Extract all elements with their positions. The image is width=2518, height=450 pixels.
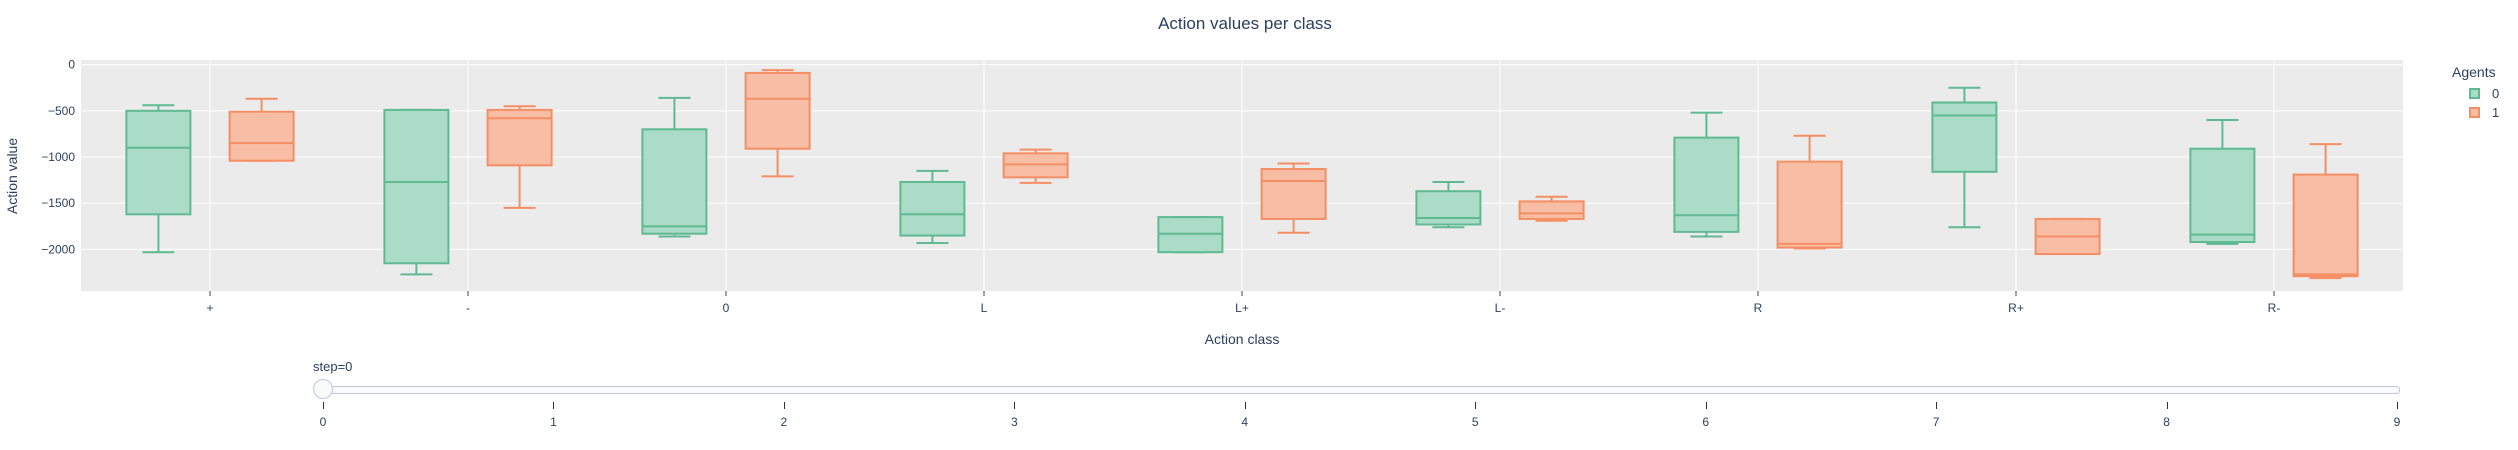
- box-body: [1415, 190, 1482, 226]
- box-+-agent-0: [125, 104, 192, 254]
- box-body: [228, 110, 295, 162]
- box-R--agent-1: [2292, 143, 2359, 280]
- slider-step-4[interactable]: 4: [1241, 415, 1249, 429]
- box-R+-agent-0: [1931, 86, 1998, 229]
- box-body: [383, 108, 450, 265]
- x-tick-label: L+: [1235, 301, 1249, 315]
- slider-step-6[interactable]: 6: [1702, 415, 1709, 429]
- y-tick-label: −2000: [41, 242, 75, 256]
- box-body: [899, 180, 966, 237]
- x-tick-label: L: [981, 301, 988, 315]
- box-body: [744, 71, 811, 150]
- legend-title: Agents: [2452, 64, 2496, 80]
- y-tick-label: 0: [68, 58, 75, 72]
- box-body: [1931, 101, 1998, 173]
- legend-swatch-agent-1: [2469, 107, 2480, 118]
- box-R-agent-0: [1673, 111, 1740, 238]
- slider-tick: [2166, 402, 2168, 409]
- box-R--agent-0: [2189, 119, 2256, 245]
- box-body: [1260, 168, 1327, 220]
- x-tick-label: R: [1754, 301, 1763, 315]
- step-slider-track[interactable]: [323, 386, 2400, 394]
- x-tick-label: R-: [2268, 301, 2281, 315]
- slider-tick: [1475, 402, 1477, 409]
- x-tick-label: +: [206, 301, 213, 315]
- x-tick-label: -: [466, 301, 470, 315]
- legend: Agents 0 1: [2452, 64, 2499, 122]
- legend-item-agent-0[interactable]: 0: [2452, 84, 2499, 103]
- y-tick-label: −500: [48, 104, 75, 118]
- legend-swatch-agent-0: [2469, 88, 2480, 99]
- slider-step-5[interactable]: 5: [1471, 415, 1479, 429]
- box-R+-agent-1: [2034, 217, 2101, 256]
- slider-tick: [783, 402, 785, 409]
- horizontal-gridlines: [81, 64, 2403, 250]
- slider-tick: [2397, 402, 2398, 409]
- y-axis: 0 −500 −1000 −1500 −2000: [41, 58, 75, 257]
- slider-step-7[interactable]: 7: [1932, 415, 1940, 429]
- slider-current-value: step=0: [313, 359, 353, 374]
- box-+-agent-1: [228, 97, 295, 162]
- legend-label-agent-0: 0: [2492, 86, 2500, 101]
- slider-step-9[interactable]: 9: [2393, 415, 2401, 429]
- step-slider-ticks: 0 1 2 3 4 5 6 7 8 9: [0, 402, 2518, 442]
- box-L+-agent-1: [1260, 162, 1327, 234]
- box-L--agent-0: [1415, 180, 1482, 229]
- box-body: [1518, 200, 1585, 220]
- slider-step-1[interactable]: 1: [550, 415, 557, 429]
- step-slider-handle[interactable]: [313, 379, 333, 399]
- slider-step-3[interactable]: 3: [1010, 415, 1018, 429]
- slider-step-0[interactable]: 0: [319, 415, 327, 429]
- box-L-agent-1: [1002, 148, 1069, 184]
- box-body: [641, 128, 708, 235]
- box-body: [125, 109, 192, 216]
- x-tick-label: 0: [723, 301, 730, 315]
- legend-label-agent-1: 1: [2492, 105, 2500, 120]
- vertical-gridlines: [209, 60, 2275, 291]
- box-R-agent-1: [1776, 134, 1843, 250]
- x-tick-label: R+: [2008, 301, 2024, 315]
- chart-title: Action values per class: [1158, 14, 1332, 33]
- box-L+-agent-0: [1157, 216, 1224, 254]
- box-0-agent-1: [744, 69, 811, 178]
- y-tick-label: −1000: [41, 150, 75, 164]
- box---agent-0: [383, 108, 450, 276]
- slider-tick: [553, 402, 555, 409]
- box---agent-1: [486, 105, 553, 209]
- box-body: [1776, 160, 1843, 249]
- y-axis-label: Action value: [4, 137, 20, 215]
- slider-step-2[interactable]: 2: [780, 415, 788, 429]
- x-tick-label: L-: [1495, 301, 1506, 315]
- y-tick-label: −1500: [41, 196, 75, 210]
- box-body: [1673, 136, 1740, 233]
- slider-tick: [1244, 402, 1246, 409]
- slider-tick: [1936, 402, 1938, 409]
- box-body: [2292, 173, 2359, 278]
- x-axis-label: Action class: [1204, 331, 1280, 347]
- x-axis: + - 0 L L+ L- R R+ R-: [206, 291, 2280, 315]
- box-series: [125, 69, 2359, 280]
- slider-step-8[interactable]: 8: [2163, 415, 2170, 429]
- box-L--agent-1: [1518, 195, 1585, 222]
- slider-tick: [1014, 402, 1016, 409]
- legend-item-agent-1[interactable]: 1: [2452, 103, 2499, 122]
- box-body: [2189, 147, 2256, 244]
- slider-tick: [1705, 402, 1707, 409]
- box-L-agent-0: [899, 169, 966, 244]
- box-0-agent-0: [641, 96, 708, 238]
- slider-tick: [323, 402, 324, 409]
